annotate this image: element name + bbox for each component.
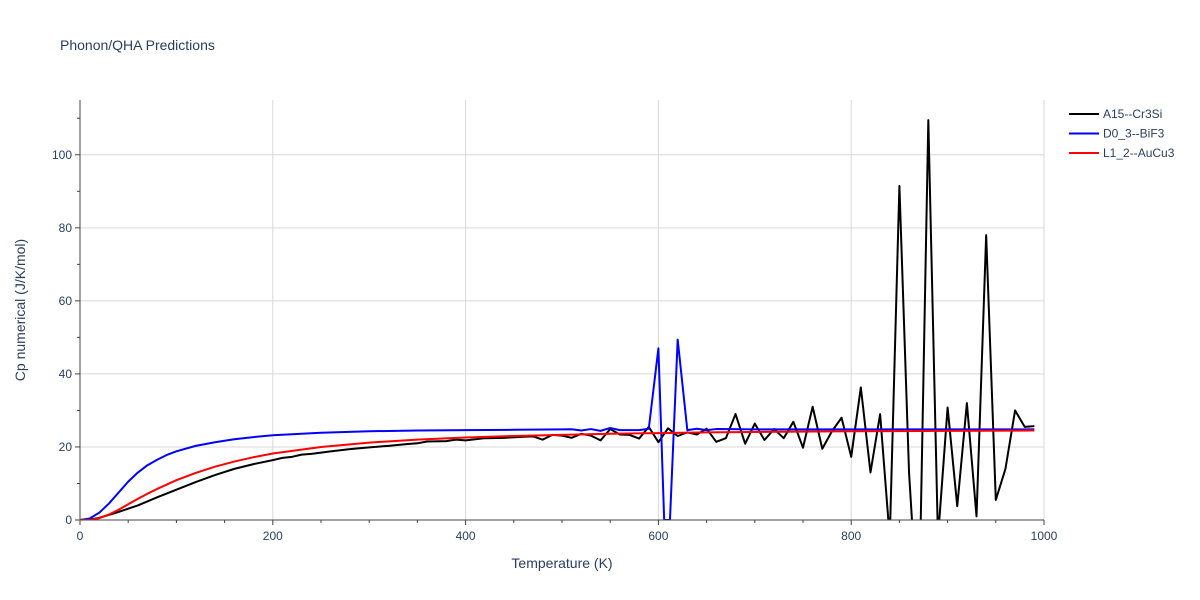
legend-label: L1_2--AuCu3	[1103, 146, 1175, 160]
axes	[75, 100, 1045, 525]
y-tick-label: 20	[59, 440, 73, 454]
series-line-L1_2--AuCu3	[80, 429, 1035, 520]
series-lines	[80, 119, 1035, 520]
x-tick-label: 400	[456, 529, 476, 543]
y-axis-title: Cp numerical (J/K/mol)	[12, 239, 28, 381]
x-tick-label: 600	[648, 529, 668, 543]
legend-label: A15--Cr3Si	[1103, 107, 1162, 121]
y-tick-label: 60	[59, 294, 73, 308]
y-tick-label: 100	[52, 148, 72, 162]
legend-item[interactable]: A15--Cr3Si	[1069, 107, 1162, 121]
series-line-A15--Cr3Si	[80, 119, 1035, 520]
legend-item[interactable]: L1_2--AuCu3	[1069, 146, 1175, 160]
legend[interactable]: A15--Cr3Si D0_3--BiF3 L1_2--AuCu3	[1069, 107, 1175, 160]
chart-title: Phonon/QHA Predictions	[60, 37, 215, 53]
legend-label: D0_3--BiF3	[1103, 127, 1165, 141]
y-tick-label: 0	[65, 513, 72, 527]
legend-item[interactable]: D0_3--BiF3	[1069, 127, 1165, 141]
series-line-D0_3--BiF3	[80, 338, 1035, 520]
y-tick-labels: 0 20 40 60 80 100	[52, 148, 72, 527]
x-axis-title: Temperature (K)	[511, 555, 612, 571]
y-tick-label: 40	[59, 367, 73, 381]
grid	[80, 100, 1045, 520]
x-tick-label: 200	[263, 529, 283, 543]
x-tick-labels: 0 200 400 600 800 1000	[77, 529, 1058, 543]
y-tick-label: 80	[59, 221, 73, 235]
x-tick-label: 800	[841, 529, 861, 543]
x-tick-label: 1000	[1031, 529, 1058, 543]
x-tick-label: 0	[77, 529, 84, 543]
